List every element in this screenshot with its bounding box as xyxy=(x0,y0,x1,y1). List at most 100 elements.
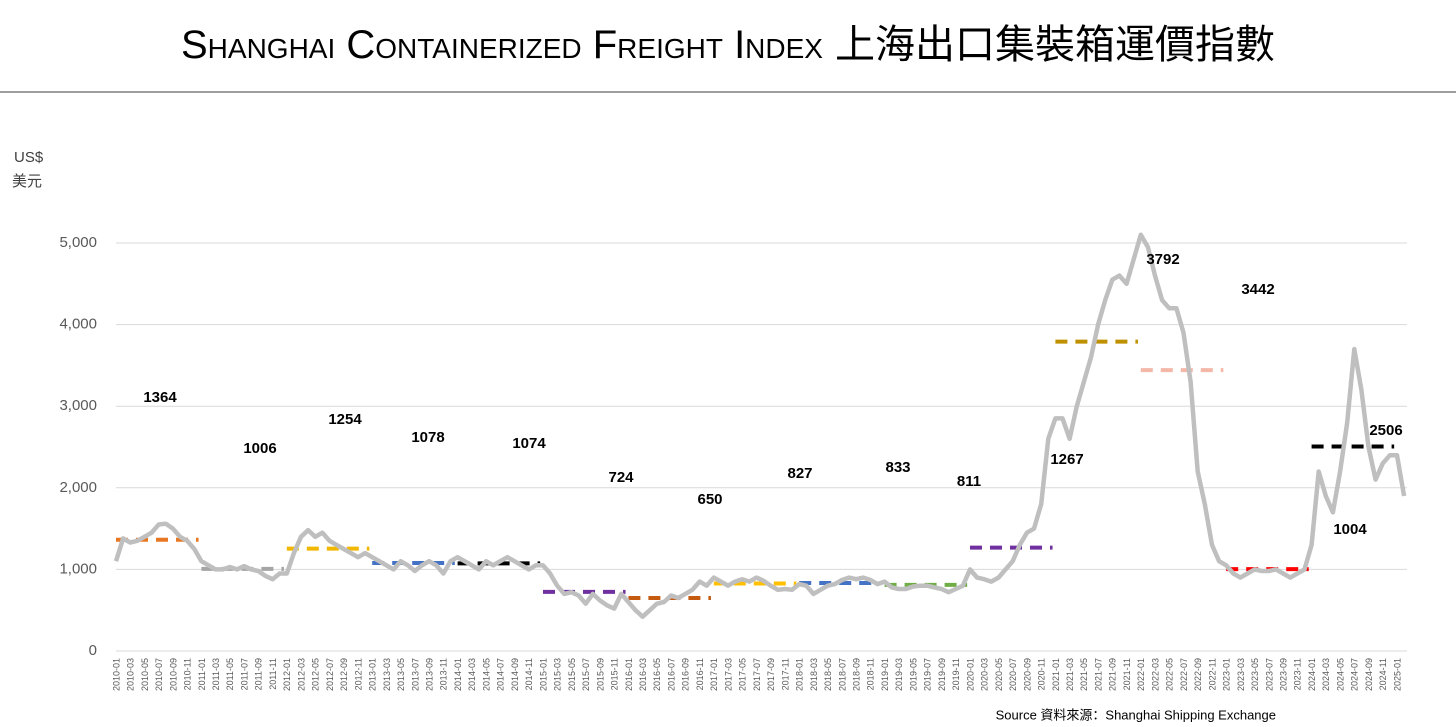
x-tick-label: 2016-07 xyxy=(666,658,676,691)
x-tick-label: 2012-07 xyxy=(325,658,335,691)
x-tick-label: 2011-01 xyxy=(197,658,207,690)
x-tick-label: 2014-03 xyxy=(467,658,477,691)
x-tick-label: 2019-11 xyxy=(951,658,961,690)
title-en: Shanghai Containerized Freight Index xyxy=(181,23,823,67)
average-label: 1364 xyxy=(143,389,177,406)
x-tick-label: 2015-11 xyxy=(610,658,620,690)
x-tick-label: 2018-03 xyxy=(809,658,819,691)
average-label: 3442 xyxy=(1241,281,1274,298)
x-tick-label: 2011-09 xyxy=(254,658,264,690)
source: Source 資料來源：Shanghai Shipping Exchange xyxy=(996,707,1276,722)
x-tick-label: 2017-09 xyxy=(766,658,776,691)
x-tick-label: 2013-11 xyxy=(439,658,449,690)
x-tick-label: 2020-05 xyxy=(994,658,1004,691)
x-tick-label: 2017-11 xyxy=(780,658,790,690)
x-tick-label: 2025-01 xyxy=(1392,658,1402,691)
x-tick-label: 2020-01 xyxy=(965,658,975,691)
x-tick-label: 2014-07 xyxy=(496,658,506,691)
y-label-zh: 美元 xyxy=(12,173,42,190)
x-tick-label: 2012-05 xyxy=(311,658,321,691)
x-tick-label: 2017-05 xyxy=(738,658,748,691)
x-tick-label: 2019-03 xyxy=(894,658,904,691)
x-tick-label: 2024-07 xyxy=(1350,658,1360,691)
average-label: 827 xyxy=(787,465,812,482)
x-tick-label: 2024-05 xyxy=(1335,658,1345,691)
x-tick-label: 2013-01 xyxy=(368,658,378,691)
x-tick-label: 2021-01 xyxy=(1051,658,1061,691)
x-tick-label: 2023-05 xyxy=(1250,658,1260,691)
y-tick-label: 2,000 xyxy=(59,479,97,496)
y-tick-label: 5,000 xyxy=(59,234,97,251)
average-label: 1004 xyxy=(1333,521,1367,538)
x-tick-label: 2021-09 xyxy=(1108,658,1118,691)
x-tick-label: 2022-11 xyxy=(1207,658,1217,690)
x-tick-label: 2020-03 xyxy=(980,658,990,691)
x-tick-label: 2016-09 xyxy=(681,658,691,691)
x-tick-label: 2013-09 xyxy=(425,658,435,691)
x-tick-label: 2014-01 xyxy=(453,658,463,691)
line xyxy=(113,232,1407,619)
x-tick-label: 2015-05 xyxy=(567,658,577,691)
x-tick-label: 2012-01 xyxy=(282,658,292,691)
average-label: 833 xyxy=(885,459,910,476)
average-label: 1078 xyxy=(411,429,444,446)
x-tick-label: 2019-09 xyxy=(937,658,947,691)
x-tick-label: 2016-01 xyxy=(624,658,634,691)
x-tick-label: 2015-09 xyxy=(595,658,605,691)
average-label: 3792 xyxy=(1146,251,1179,268)
y-label: US$ xyxy=(14,149,44,166)
x-tick-label: 2013-05 xyxy=(396,658,406,691)
x-tick-label: 2010-11 xyxy=(183,658,193,690)
x-tick-label: 2012-09 xyxy=(339,658,349,691)
x-tick-label: 2017-07 xyxy=(752,658,762,691)
x-tick-label: 2023-03 xyxy=(1236,658,1246,691)
x-tick-label: 2010-01 xyxy=(111,658,121,691)
average-label: 1074 xyxy=(512,435,546,452)
x-tick-label: 2011-11 xyxy=(268,658,278,690)
y-tick-label: 3,000 xyxy=(59,397,97,414)
x-tick-label: 2021-07 xyxy=(1093,658,1103,691)
x-tick-label: 2013-03 xyxy=(382,658,392,691)
x-tick-label: 2010-09 xyxy=(168,658,178,691)
x-tick-label: 2020-11 xyxy=(1037,658,1047,690)
title-zh: 上海出口集裝箱運價指數 xyxy=(835,23,1275,67)
average-label: 650 xyxy=(697,491,722,508)
x-tick-label: 2011-03 xyxy=(211,658,221,690)
x-tick-label: 2014-05 xyxy=(481,658,491,691)
x-tick-label: 2013-07 xyxy=(410,658,420,691)
x-tick-label: 2011-07 xyxy=(239,658,249,690)
x-tick-label: 2018-07 xyxy=(837,658,847,691)
x-tick-label: 2016-11 xyxy=(695,658,705,690)
x-tick-label: 2021-11 xyxy=(1122,658,1132,690)
x-tick-label: 2022-05 xyxy=(1165,658,1175,691)
x-tick-label: 2016-03 xyxy=(638,658,648,691)
x-tick-label: 2011-05 xyxy=(225,658,235,690)
average-label: 2506 xyxy=(1369,422,1402,439)
x-tick-label: 2020-07 xyxy=(1008,658,1018,691)
x-tick-label: 2015-07 xyxy=(581,658,591,691)
x-tick-label: 2017-01 xyxy=(709,658,719,691)
average-label: 811 xyxy=(957,473,981,490)
average-label: 1254 xyxy=(328,411,362,428)
x-tick-label: 2022-09 xyxy=(1193,658,1203,691)
x-tick-label: 2021-05 xyxy=(1079,658,1089,691)
x-tick-label: 2022-03 xyxy=(1150,658,1160,691)
y-tick-label: 1,000 xyxy=(59,560,97,577)
x-tick-label: 2020-09 xyxy=(1022,658,1032,691)
y-tick-label: 0 xyxy=(89,642,97,659)
x-tick-label: 2019-07 xyxy=(923,658,933,691)
x-tick-label: 2023-09 xyxy=(1279,658,1289,691)
x-tick-label: 2017-03 xyxy=(723,658,733,691)
x-tick-label: 2022-01 xyxy=(1136,658,1146,691)
x-tick-label: 2018-09 xyxy=(852,658,862,691)
x-tick-label: 2023-11 xyxy=(1293,658,1303,690)
average-label: 724 xyxy=(608,469,634,486)
x-tick-label: 2023-01 xyxy=(1222,658,1232,691)
x-tick-label: 2014-09 xyxy=(510,658,520,691)
average-label: 1267 xyxy=(1050,451,1083,468)
x-tick-label: 2015-03 xyxy=(553,658,563,691)
x-tick-label: 2018-11 xyxy=(866,658,876,690)
x-tick-label: 2018-05 xyxy=(823,658,833,691)
average-label: 1006 xyxy=(243,440,276,457)
